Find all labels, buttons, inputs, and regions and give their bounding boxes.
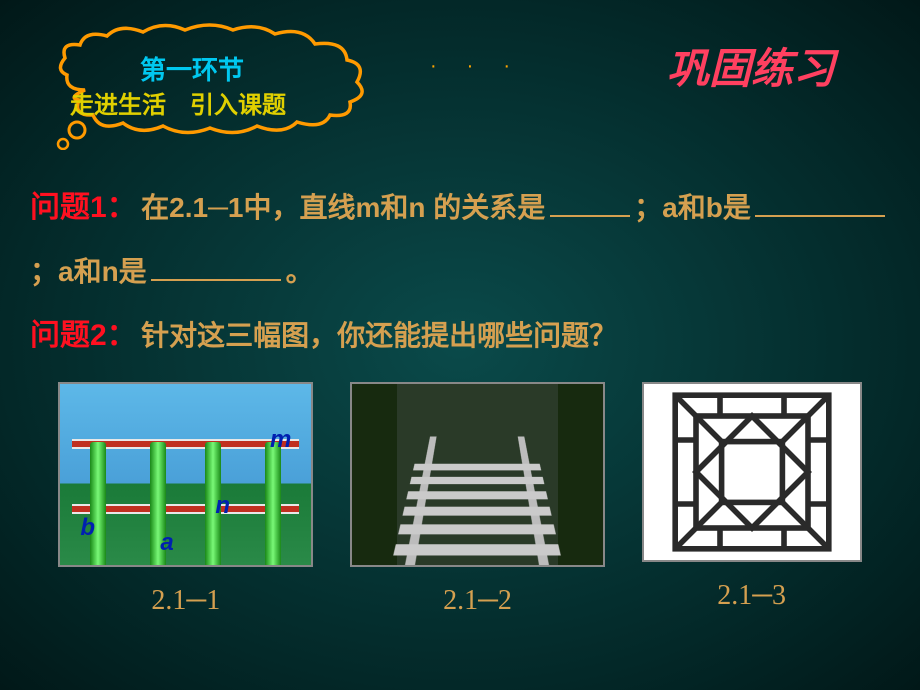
figure-1-caption: 2.1─1 <box>58 585 313 617</box>
figure-2-caption: 2.1─2 <box>350 585 605 617</box>
fig1-label-n: n <box>215 492 230 520</box>
fig1-label-b: b <box>80 514 95 542</box>
decorative-dots: ··· <box>430 55 540 78</box>
fig1-label-a: a <box>160 529 173 557</box>
fig2-tie <box>410 477 545 484</box>
fig2-tie <box>399 524 557 534</box>
q1-text-3: 。 <box>286 256 314 287</box>
q1-text-2: ；a和n是 <box>30 256 147 287</box>
fig1-post-b <box>90 442 106 565</box>
fig2-tie <box>403 507 552 516</box>
q2-text: 针对这三幅图，你还能提出哪些问题？ <box>141 320 617 351</box>
heading-practice: 巩固练习 <box>667 35 835 96</box>
q1-blank-0 <box>550 201 630 217</box>
cloud-callout: 第一环节 走进生活 引入课题 <box>45 20 375 120</box>
q1-text-1: ；a和b是 <box>634 192 751 223</box>
q1-blank-1 <box>755 201 885 217</box>
fig2-tie <box>407 491 548 499</box>
fig2-rails <box>377 460 577 565</box>
figure-2: 2.1─2 <box>350 382 605 617</box>
fig3-lattice <box>652 392 852 552</box>
question-2: 问题2： 针对这三幅图，你还能提出哪些问题？ <box>30 303 890 369</box>
q2-label: 问题2： <box>30 319 137 352</box>
fig1-label-m: m <box>270 426 291 454</box>
figure-3-image <box>642 382 862 562</box>
q1-label: 问题1： <box>30 191 137 224</box>
cloud-title-line1: 第一环节 <box>140 50 244 87</box>
figure-3: 2.1─3 <box>642 382 862 617</box>
figures-row: m n a b 2.1─1 2.1─2 <box>0 382 920 617</box>
fig2-tie <box>394 544 562 555</box>
cloud-title-line2: 走进生活 引入课题 <box>70 85 286 120</box>
fig2-tie <box>388 566 566 567</box>
q1-blank-2 <box>151 265 281 281</box>
figure-3-caption: 2.1─3 <box>642 580 862 612</box>
figure-2-image <box>350 382 605 567</box>
q1-text-0: 在2.1─1中，直线m和n 的关系是 <box>141 192 545 223</box>
question-block: 问题1： 在2.1─1中，直线m和n 的关系是 ；a和b是 ；a和n是 。 问题… <box>30 175 890 369</box>
fig2-track <box>377 384 577 565</box>
fig1-post-4 <box>265 442 281 565</box>
figure-1-image: m n a b <box>58 382 313 567</box>
fig2-tie <box>413 464 541 471</box>
figure-1: m n a b 2.1─1 <box>58 382 313 617</box>
question-1: 问题1： 在2.1─1中，直线m和n 的关系是 ；a和b是 ；a和n是 。 <box>30 175 890 303</box>
